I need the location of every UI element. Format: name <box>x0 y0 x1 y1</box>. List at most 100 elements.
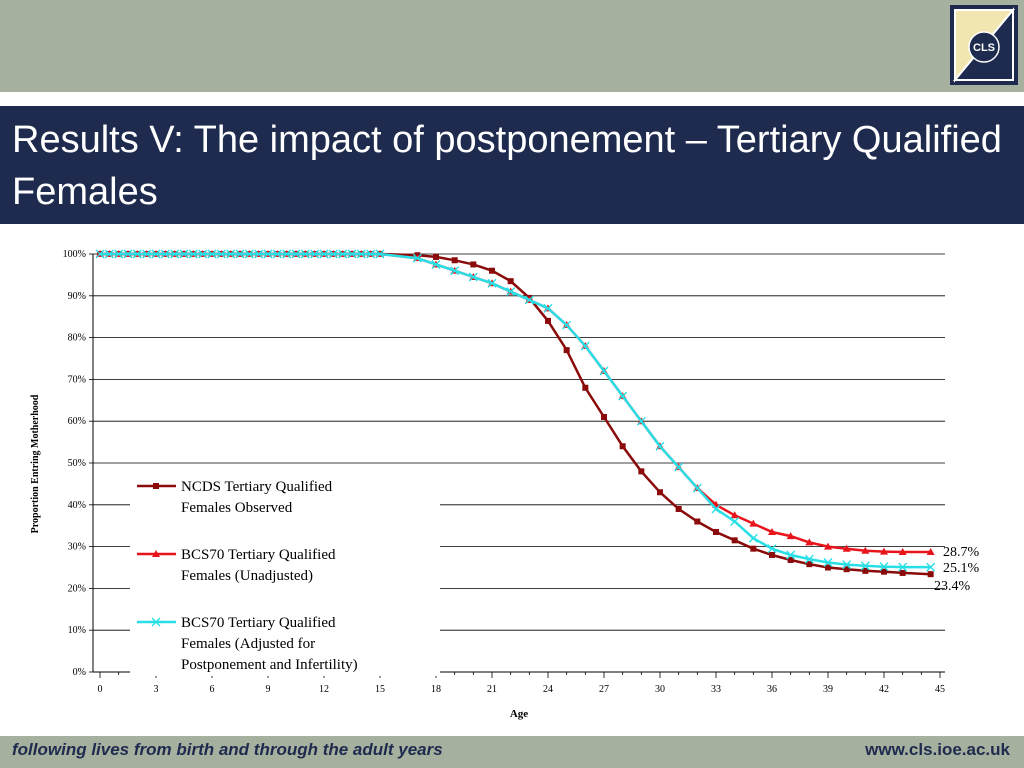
data-point-x <box>860 561 870 571</box>
data-point-square <box>843 566 850 573</box>
data-point-x <box>823 557 833 567</box>
data-point-x <box>748 533 758 543</box>
legend-label-line: Females (Unadjusted) <box>181 568 313 584</box>
data-point-square <box>489 267 495 274</box>
x-tick-label: 12 <box>319 684 329 695</box>
footer-tagline: following lives from birth and through t… <box>12 740 443 759</box>
x-tick-label: 6 <box>210 684 215 695</box>
logo-text: CLS <box>973 42 995 54</box>
y-axis-label: Proportion Entring Motherhood <box>30 394 41 533</box>
data-point-square <box>713 528 719 535</box>
y-tick-label: 60% <box>68 416 86 427</box>
footer-url[interactable]: www.cls.ioe.ac.uk <box>865 740 1010 759</box>
legend-label-line: Postponement and Infertility) <box>181 657 358 673</box>
data-point-triangle <box>842 544 851 552</box>
data-point-x <box>926 562 936 572</box>
y-tick-labels: 0% 10% 20% 30% 40% 50% 60% 70% 80% 90% 100% <box>63 249 86 678</box>
data-point-x <box>804 554 814 564</box>
legend-label-line: Females Observed <box>181 500 293 516</box>
legend-label-line: BCS70 Tertiary Qualified <box>181 547 336 563</box>
cls-logo: CLS <box>950 5 1018 85</box>
x-tick-label: 24 <box>543 684 553 695</box>
data-point-x <box>487 278 497 288</box>
annotation-label: 23.4% <box>934 579 971 594</box>
data-point-square <box>787 556 794 563</box>
data-point-x <box>524 295 534 305</box>
data-point-triangle <box>880 547 888 555</box>
line-chart: 0%10%20%30%40%50%60%70%80%90%100% 0 3 6 9 12… <box>30 249 980 720</box>
data-point-square <box>507 278 514 285</box>
series-3 <box>95 249 936 572</box>
data-point-square <box>694 518 701 525</box>
data-point-square <box>601 414 607 421</box>
footer-band <box>0 736 1024 768</box>
data-point-x <box>562 320 572 330</box>
data-point-triangle <box>824 542 832 550</box>
y-tick-label: 20% <box>68 583 86 594</box>
chart-legend: NCDS Tertiary Qualified Females Observed B… <box>137 479 358 673</box>
data-point-triangle <box>152 550 160 557</box>
y-tick-label: 90% <box>68 291 86 302</box>
data-point-square <box>451 257 458 264</box>
data-point-square <box>927 571 934 578</box>
data-point-x <box>730 517 740 527</box>
data-point-triangle <box>730 511 739 519</box>
legend-item: NCDS Tertiary Qualified Females Observed <box>137 479 333 516</box>
data-point-x <box>580 341 590 351</box>
data-point-triangle <box>786 532 795 540</box>
data-point-x <box>431 259 441 269</box>
y-tick-label: 80% <box>68 333 86 344</box>
x-tick-label: 9 <box>266 684 271 695</box>
y-tick-label: 30% <box>68 542 86 553</box>
data-point-square <box>153 483 159 489</box>
x-tick-label: 42 <box>879 684 889 695</box>
data-point-x <box>468 272 478 282</box>
data-point-triangle <box>768 527 776 535</box>
data-point-square <box>563 347 570 354</box>
data-point-x <box>711 504 721 514</box>
x-tick-label: 3 <box>154 684 159 695</box>
x-tick-label: 21 <box>487 684 497 695</box>
annotation-label: 25.1% <box>943 561 980 576</box>
data-point-x <box>151 617 161 627</box>
data-point-square <box>619 443 626 450</box>
data-point-triangle <box>861 546 870 554</box>
data-point-x <box>618 391 628 401</box>
data-point-triangle <box>898 548 907 556</box>
x-tick-label: 30 <box>655 684 665 695</box>
y-tick-label: 10% <box>68 625 86 636</box>
legend-item: BCS70 Tertiary Qualified Females (Unadjus… <box>137 547 336 584</box>
data-point-square <box>545 317 551 324</box>
slide-title: Results V: The impact of postponement – … <box>12 119 1002 213</box>
data-point-x <box>879 562 889 572</box>
data-point-square <box>657 489 663 496</box>
title-bar <box>0 106 1024 224</box>
header-band <box>0 0 1024 92</box>
legend-item: BCS70 Tertiary Qualified Females (Adjuste… <box>137 615 358 673</box>
x-tick-label: 45 <box>935 684 945 695</box>
data-point-x <box>450 266 460 276</box>
legend-label: BCS70 Tertiary Qualified Females (Adjuste… <box>181 615 358 673</box>
data-point-square <box>675 505 682 512</box>
x-tick-label: 39 <box>823 684 833 695</box>
data-point-square <box>433 253 439 260</box>
x-tick-label: 0 <box>98 684 103 695</box>
legend-background <box>130 476 440 676</box>
legend-label: NCDS Tertiary Qualified Females Observed <box>181 479 333 516</box>
y-tick-label: 70% <box>68 374 86 385</box>
x-tick-label: 18 <box>431 684 441 695</box>
data-point-triangle <box>926 548 935 556</box>
data-point-square <box>582 384 589 391</box>
y-tick-label: 100% <box>63 249 86 260</box>
legend-label-line: Females (Adjusted for <box>181 636 315 652</box>
data-point-x <box>842 560 852 570</box>
data-point-x <box>692 483 702 493</box>
data-point-square <box>638 468 645 475</box>
data-point-x <box>655 441 665 451</box>
data-point-x <box>506 287 516 297</box>
data-point-x <box>599 366 609 376</box>
data-point-triangle <box>749 519 758 527</box>
data-point-triangle <box>805 538 814 546</box>
series-line <box>100 252 931 569</box>
data-point-square <box>750 545 757 552</box>
